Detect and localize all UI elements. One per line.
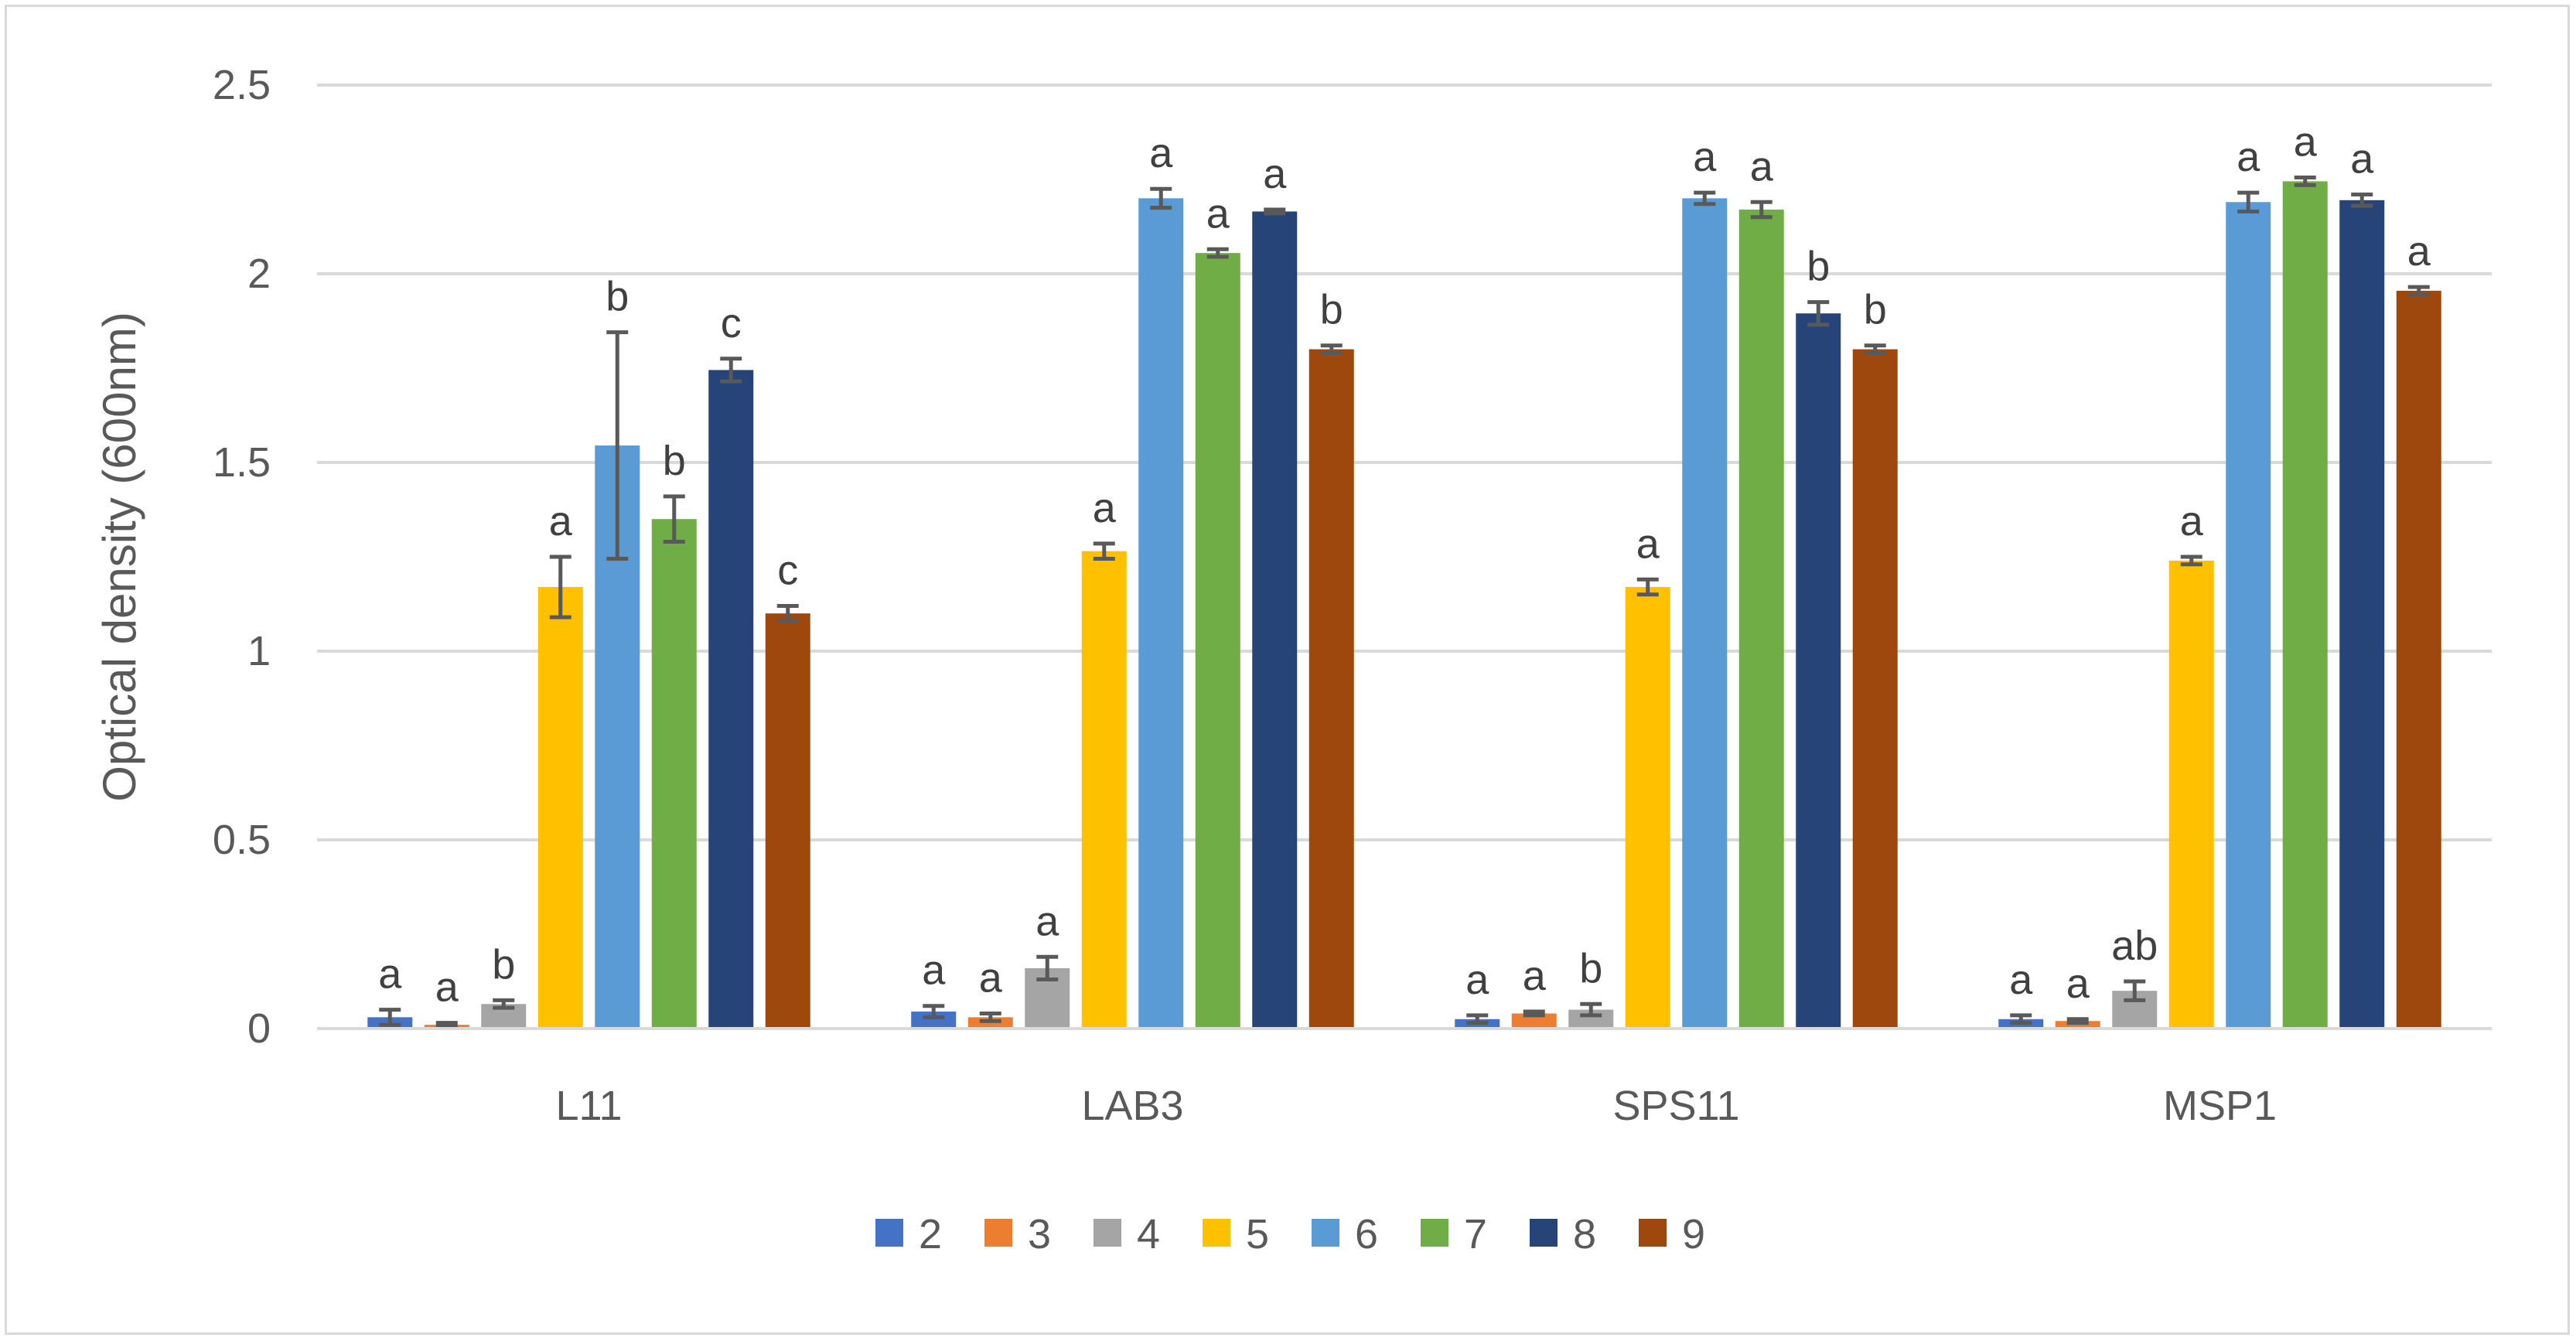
bar-LAB3-series-8	[1252, 211, 1298, 1029]
sig-letter-LAB3-series-3: a	[979, 954, 1003, 1001]
bar-L11-series-8	[708, 370, 754, 1029]
sig-letter-L11-series-8: c	[721, 300, 742, 346]
legend-label-8: 8	[1573, 1211, 1596, 1257]
bar-SPS11-series-3	[1511, 1013, 1557, 1029]
sig-letter-LAB3-series-6: a	[1149, 130, 1173, 176]
y-tick-label-2.5: 2.5	[213, 62, 271, 108]
bar-SPS11-series-8	[1796, 313, 1841, 1029]
sig-letter-LAB3-series-2: a	[922, 947, 946, 994]
legend-label-5: 5	[1246, 1211, 1269, 1257]
bar-LAB3-series-5	[1081, 551, 1127, 1029]
bar-LAB3-series-9	[1308, 349, 1354, 1029]
sig-letter-MSP1-series-4: ab	[2111, 923, 2158, 969]
bar-MSP1-series-9	[2396, 290, 2441, 1029]
legend-label-2: 2	[919, 1211, 942, 1257]
legend-swatch-3	[984, 1219, 1012, 1247]
sig-letter-MSP1-series-6: a	[2237, 134, 2260, 180]
sig-letter-MSP1-series-2: a	[2009, 957, 2033, 1003]
sig-letter-L11-series-7: b	[663, 438, 686, 484]
sig-letter-LAB3-series-7: a	[1206, 190, 1230, 237]
sig-letter-SPS11-series-3: a	[1523, 953, 1547, 999]
bar-SPS11-series-9	[1852, 349, 1898, 1029]
legend-label-6: 6	[1355, 1211, 1378, 1257]
legend-label-9: 9	[1682, 1211, 1705, 1257]
bar-SPS11-series-5	[1625, 587, 1670, 1029]
sig-letter-SPS11-series-9: b	[1864, 287, 1887, 333]
legend-swatch-2	[875, 1219, 903, 1247]
legend-swatch-7	[1421, 1219, 1448, 1247]
bar-LAB3-series-2	[911, 1012, 957, 1029]
y-tick-label-2: 2	[247, 251, 271, 297]
x-category-label-L11: L11	[555, 1083, 622, 1129]
sig-letter-SPS11-series-6: a	[1693, 134, 1717, 180]
legend-swatch-9	[1639, 1219, 1667, 1247]
sig-letter-MSP1-series-5: a	[2180, 498, 2204, 544]
sig-letter-SPS11-series-8: b	[1807, 244, 1830, 290]
sig-letter-L11-series-5: a	[549, 498, 573, 544]
bar-MSP1-series-7	[2282, 181, 2328, 1029]
sig-letter-MSP1-series-9: a	[2407, 228, 2431, 275]
sig-letter-SPS11-series-7: a	[1750, 143, 1774, 189]
bar-MSP1-series-5	[2168, 560, 2214, 1029]
sig-letter-SPS11-series-5: a	[1636, 520, 1660, 567]
chart-frame: 0 0.5 1 1.5 2 2.5 Optical density (600nm) a a b a b…	[5, 5, 2570, 1335]
sig-letter-MSP1-series-7: a	[2294, 119, 2318, 165]
sig-letter-LAB3-series-5: a	[1093, 485, 1117, 531]
sig-letter-LAB3-series-9: b	[1320, 287, 1343, 333]
bar-SPS11-series-6	[1682, 198, 1728, 1029]
sig-letter-MSP1-series-8: a	[2350, 136, 2374, 183]
legend-label-3: 3	[1028, 1211, 1051, 1257]
sig-letter-L11-series-4: b	[492, 941, 515, 988]
sig-letter-L11-series-2: a	[378, 951, 402, 998]
sig-letter-L11-series-3: a	[435, 964, 459, 1011]
bar-SPS11-series-7	[1738, 210, 1784, 1029]
bar-L11-series-9	[765, 613, 810, 1029]
legend-label-4: 4	[1137, 1211, 1160, 1257]
y-tick-label-1.5: 1.5	[213, 439, 271, 486]
sig-letter-L11-series-9: c	[777, 547, 798, 593]
bar-L11-series-7	[651, 519, 697, 1029]
legend-swatch-8	[1530, 1219, 1558, 1247]
legend-swatch-6	[1312, 1219, 1339, 1247]
sig-letter-LAB3-series-8: a	[1263, 151, 1287, 197]
bar-LAB3-series-6	[1138, 198, 1184, 1029]
legend-swatch-4	[1094, 1219, 1121, 1247]
y-tick-label-0.5: 0.5	[213, 817, 271, 863]
sig-letter-MSP1-series-3: a	[2066, 961, 2090, 1007]
x-category-label-SPS11: SPS11	[1612, 1083, 1739, 1129]
sig-letter-L11-series-6: b	[606, 274, 629, 320]
x-category-label-MSP1: MSP1	[2163, 1083, 2277, 1129]
legend-swatch-5	[1203, 1219, 1230, 1247]
sig-letter-SPS11-series-2: a	[1465, 957, 1489, 1003]
bar-MSP1-series-8	[2339, 200, 2385, 1029]
bar-LAB3-series-7	[1195, 253, 1240, 1029]
y-tick-label-1: 1	[247, 628, 271, 674]
y-axis-title: Optical density (600nm)	[94, 312, 145, 802]
legend-label-7: 7	[1464, 1211, 1487, 1257]
x-category-label-LAB3: LAB3	[1081, 1083, 1183, 1129]
bar-MSP1-series-6	[2226, 202, 2271, 1029]
sig-letter-SPS11-series-4: b	[1579, 945, 1602, 991]
bar-L11-series-5	[537, 587, 583, 1029]
y-tick-label-0: 0	[247, 1005, 271, 1052]
sig-letter-LAB3-series-4: a	[1036, 898, 1059, 944]
